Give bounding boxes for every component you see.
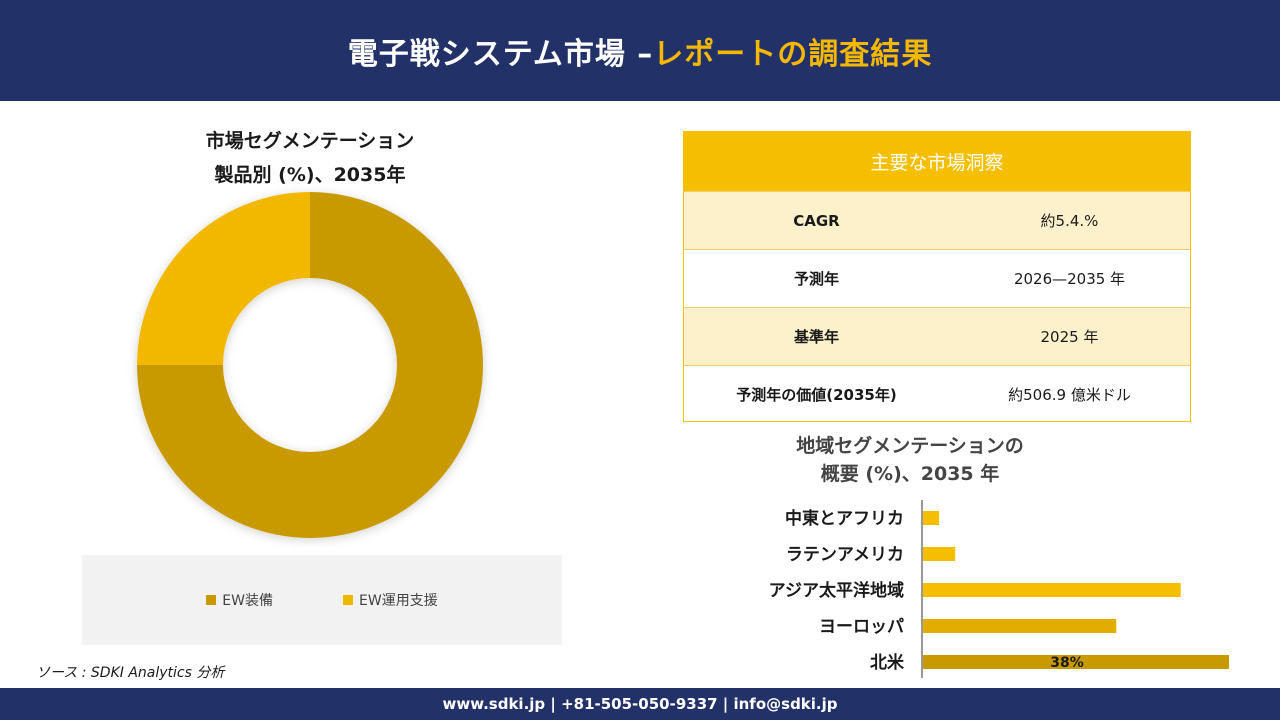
bar-category-label-4: 北米 (870, 652, 905, 673)
insights-label: CAGR (793, 211, 840, 230)
source-note: ソース : SDKI Analytics 分析 (36, 665, 225, 681)
bar-data-label-4: 38% (1050, 655, 1084, 671)
bar-category-label-1: ラテンアメリカ (786, 545, 904, 565)
insights-row-forecast-years: 予測年 2026—2035 年 (684, 249, 1190, 307)
legend-swatch-ew-support (343, 595, 353, 605)
footer-contact: www.sdki.jp | +81-505-050-9337 | info@sd… (442, 695, 838, 713)
header-bar: 電子戦システム市場 –レポートの調査結果 (0, 0, 1280, 101)
insights-row-base-year: 基準年 2025 年 (684, 307, 1190, 365)
bar-title-line2: 概要 (%)、2035 年 (820, 463, 1000, 485)
legend-item-ew-support: EW運用支援 (343, 590, 438, 610)
donut-chart (137, 192, 483, 538)
donut-slice-1 (137, 192, 310, 365)
bar-category-label-0: 中東とアフリカ (785, 508, 904, 529)
legend-item-ew-equipment: EW装備 (206, 590, 273, 610)
insights-row-forecast-value: 予測年の価値(2035年) 約506.9 億米ドル (684, 365, 1190, 423)
legend-label-ew-equipment: EW装備 (222, 593, 273, 609)
bar-4 (923, 655, 1229, 669)
insights-value: 約5.4.% (1040, 212, 1099, 230)
insights-value: 2026—2035 年 (1013, 270, 1126, 288)
page-title: 電子戦システム市場 –レポートの調査結果 (348, 29, 933, 73)
bar-2 (923, 583, 1181, 597)
legend-swatch-ew-equipment (206, 595, 217, 605)
donut-legend: EW装備 EW運用支援 (82, 555, 562, 645)
bar-category-label-2: アジア太平洋地域 (769, 580, 904, 601)
title-main: 電子戦システム市場 – (347, 36, 654, 72)
bar-0 (923, 511, 940, 525)
insights-row-cagr: CAGR 約5.4.% (684, 191, 1190, 249)
insights-value: 2025 年 (1040, 328, 1099, 346)
insights-label: 予測年 (793, 270, 839, 288)
key-insights-table: 主要な市場洞察 CAGR 約5.4.% 予測年 2026—2035 年 基準年 … (683, 131, 1191, 422)
insights-label: 基準年 (793, 328, 839, 346)
insights-value: 約506.9 億米ドル (1008, 386, 1131, 404)
bar-category-label-3: ヨーロッパ (819, 617, 904, 637)
donut-chart-title: 市場セグメンテーション 製品別 (%)、2035年 (100, 124, 520, 192)
donut-title-line2: 製品別 (%)、2035年 (214, 164, 406, 186)
legend-label-ew-support: EW運用支援 (359, 593, 438, 609)
title-accent: レポートの調査結果 (653, 36, 933, 72)
footer-bar: www.sdki.jp | +81-505-050-9337 | info@sd… (0, 688, 1280, 720)
donut-title-line1: 市場セグメンテーション (205, 130, 415, 152)
bar-1 (923, 547, 956, 561)
bar-3 (923, 619, 1117, 633)
donut-slice-0 (137, 192, 483, 538)
insights-header: 主要な市場洞察 (684, 132, 1190, 191)
bar-title-line1: 地域セグメンテーションの (796, 435, 1024, 457)
insights-label: 予測年の価値(2035年) (736, 386, 897, 404)
bar-chart-title: 地域セグメンテーションの 概要 (%)、2035 年 (720, 432, 1100, 488)
